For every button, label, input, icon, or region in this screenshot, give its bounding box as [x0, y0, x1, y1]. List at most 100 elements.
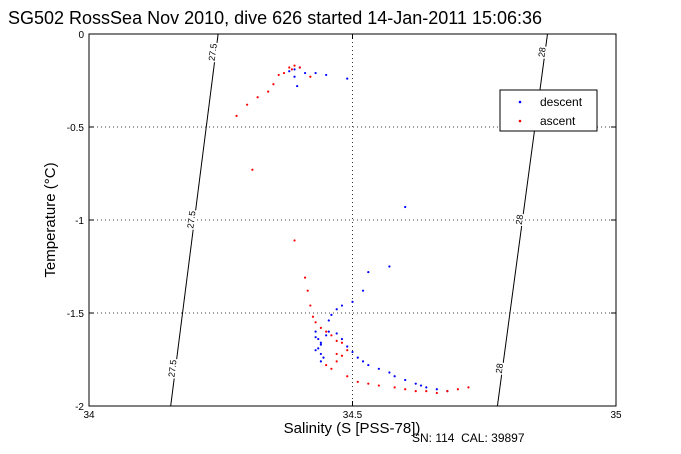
ascent-point — [319, 326, 322, 329]
descent-point — [314, 71, 317, 75]
ascent-point — [298, 66, 301, 69]
ascent-point — [325, 330, 328, 333]
ascent-point — [335, 360, 338, 363]
isopycnal-label: 28 — [494, 363, 505, 374]
isopycnal-label-bg — [206, 41, 219, 63]
ascent-point — [346, 349, 349, 352]
ascent-point — [446, 390, 449, 393]
descent-point — [346, 345, 349, 348]
isopycnal-label: 27.5 — [185, 210, 197, 229]
isopycnal-label-bg — [536, 45, 548, 59]
data-points — [235, 64, 470, 395]
isopycnal-label-bg — [166, 358, 179, 379]
ascent-point — [356, 380, 359, 383]
ascent-point — [290, 68, 293, 71]
ascent-point — [272, 83, 275, 86]
descent-point — [346, 77, 349, 80]
descent-point — [319, 352, 322, 356]
legend-label-descent: descent — [540, 95, 583, 109]
isopycnal-label: 27.5 — [207, 43, 219, 62]
y-tick-label: -1 — [75, 216, 84, 227]
ascent-point — [377, 384, 380, 387]
ascent-point — [335, 339, 338, 342]
chart-title: SG502 RossSea Nov 2010, dive 626 started… — [8, 8, 542, 28]
ascent-point — [393, 386, 396, 389]
ascent-point — [311, 315, 315, 318]
descent-point — [317, 337, 320, 341]
calibration-label: CAL: 39897 — [461, 431, 525, 445]
ascent-point — [335, 352, 338, 356]
y-tick-label: -0.5 — [67, 123, 85, 134]
descent-point — [425, 386, 428, 389]
descent-point — [388, 265, 391, 268]
legend-label-ascent: ascent — [540, 114, 576, 128]
descent-point — [319, 360, 322, 363]
ascent-point — [330, 367, 333, 370]
descent-point — [296, 84, 299, 88]
ascent-point — [467, 386, 470, 389]
x-tick-label: 35 — [610, 410, 622, 421]
descent-point — [314, 336, 317, 339]
ascent-point — [282, 71, 286, 75]
descent-point — [367, 270, 370, 274]
descent-point — [293, 68, 296, 71]
ascent-point — [303, 276, 307, 279]
descent-point — [356, 356, 359, 359]
descent-point — [404, 205, 407, 209]
y-tick-label: -2 — [75, 402, 84, 413]
descent-point — [293, 75, 296, 78]
ascent-point — [288, 66, 291, 69]
descent-point — [393, 375, 396, 378]
descent-point — [319, 343, 322, 346]
ascent-point — [425, 390, 428, 393]
ascent-point — [367, 382, 370, 385]
ascent-point — [256, 96, 259, 99]
descent-point — [335, 332, 338, 335]
ascent-point — [330, 334, 333, 337]
x-tick-label: 34 — [83, 410, 95, 421]
descent-point — [367, 363, 370, 367]
isopycnal-label: 28 — [514, 214, 525, 225]
isopycnal-lines: 27.5 27.5 27.5 28 28 28 — [166, 33, 548, 407]
ascent-point — [340, 354, 344, 357]
descent-point — [319, 341, 322, 344]
ascent-point — [309, 304, 312, 307]
y-axis-label: Temperature (°C) — [42, 162, 59, 277]
legend: descent ascent — [499, 89, 598, 132]
y-tick-label: -1.5 — [67, 309, 85, 320]
x-tick-label: 34.5 — [343, 410, 363, 421]
ascent-point — [277, 73, 280, 77]
descent-point — [317, 347, 320, 350]
descent-point — [351, 300, 354, 303]
descent-point — [330, 313, 333, 316]
isopycnal-label-bg — [185, 209, 198, 230]
descent-point — [361, 289, 365, 292]
descent-point — [303, 71, 307, 75]
descent-point — [335, 308, 338, 311]
ascent-point — [340, 341, 344, 344]
ascent-point — [414, 390, 417, 393]
descent-point — [325, 73, 328, 77]
ascent-point — [404, 388, 407, 391]
descent-point — [288, 70, 291, 73]
ascent-point — [309, 75, 312, 78]
isopycnal-label-bg — [513, 212, 526, 227]
legend-marker-descent — [518, 100, 522, 104]
descent-point — [314, 349, 317, 352]
isopycnal-label: 27.5 — [166, 359, 178, 378]
isopycnal-label: 28 — [536, 47, 547, 58]
ascent-point — [435, 391, 438, 395]
ascent-point — [314, 321, 317, 324]
descent-point — [435, 388, 438, 391]
y-tick-label: 0 — [78, 30, 84, 41]
descent-point — [377, 367, 380, 370]
descent-point — [388, 371, 391, 374]
axis-ticks: 34 34.5 35 0 -0.5 -1 -1.5 -2 — [67, 30, 622, 421]
ascent-point — [306, 289, 309, 292]
ascent-point — [293, 239, 296, 242]
ascent-point — [251, 168, 254, 171]
descent-point — [314, 330, 317, 333]
legend-box — [499, 89, 598, 132]
descent-point — [351, 350, 354, 354]
